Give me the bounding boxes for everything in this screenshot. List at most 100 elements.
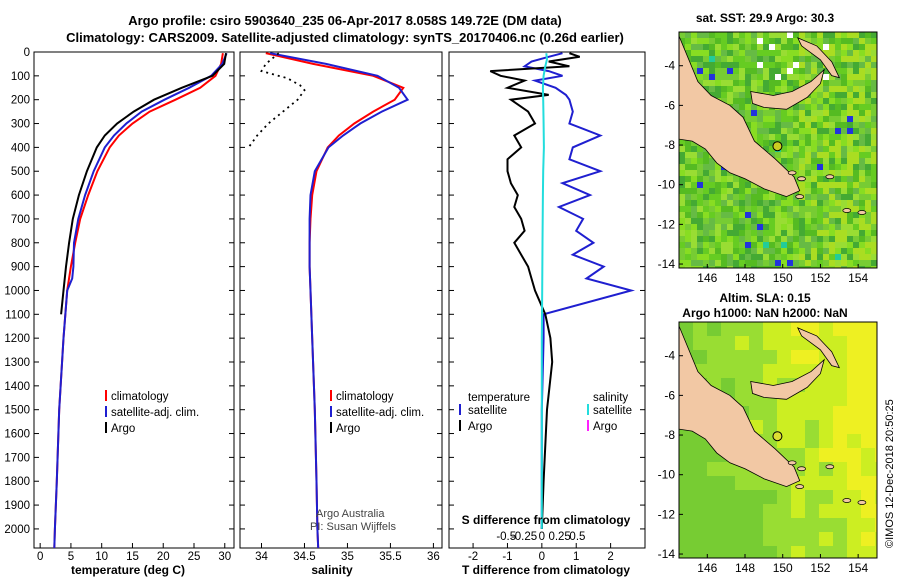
map-cell xyxy=(685,188,692,195)
map-cell xyxy=(735,336,750,351)
map-cell xyxy=(721,80,728,87)
map-cell xyxy=(847,230,854,237)
map-cell xyxy=(709,32,716,39)
map-cell xyxy=(835,230,842,237)
map-cell xyxy=(841,164,848,171)
series-line-satellite-adj-clim- xyxy=(269,52,410,549)
map-cell xyxy=(721,170,728,177)
map-cell xyxy=(733,32,740,39)
map-cell xyxy=(841,188,848,195)
map-cell xyxy=(763,206,770,213)
argo-australia-note: Argo Australia xyxy=(316,508,385,520)
depth-tick-label: 1000 xyxy=(4,285,30,297)
map-cell xyxy=(833,476,848,491)
map-cell xyxy=(745,254,752,261)
map-cell xyxy=(841,38,848,45)
map-cell xyxy=(793,146,800,153)
map-cell xyxy=(787,254,794,261)
island xyxy=(857,500,867,505)
map-cell xyxy=(859,110,866,117)
map-cell xyxy=(819,322,834,337)
x-tick-label: 35 xyxy=(341,551,354,563)
map-cell xyxy=(833,546,848,558)
map-cell xyxy=(777,406,792,421)
map-cell xyxy=(721,62,728,69)
map-cell xyxy=(875,448,877,463)
top-tick-label: -0.25 xyxy=(511,531,537,543)
map-cell xyxy=(799,248,806,255)
map-cell xyxy=(749,504,764,519)
imos-credit: ©IMOS 12-Dec-2018 20:50:25 xyxy=(884,399,896,548)
map-cell xyxy=(833,448,848,463)
island xyxy=(797,466,806,472)
map-cell xyxy=(829,242,836,249)
map-cell xyxy=(709,224,716,231)
map-cell xyxy=(871,194,877,201)
map-cell xyxy=(781,110,788,117)
map-cell xyxy=(847,392,862,407)
map-cell xyxy=(707,504,722,519)
map-cell xyxy=(865,92,872,99)
map-cell xyxy=(805,74,812,81)
map-cell xyxy=(685,230,692,237)
map-cell xyxy=(829,230,836,237)
map-cell xyxy=(775,122,782,129)
map-cell xyxy=(775,236,782,243)
map-cell xyxy=(763,230,770,237)
map-cell xyxy=(721,266,728,268)
map-cell xyxy=(865,170,872,177)
map-cell xyxy=(763,74,770,81)
map-x-tick-label: 152 xyxy=(810,271,830,285)
map-cell xyxy=(819,364,834,379)
map-cell xyxy=(781,68,788,75)
map-cell xyxy=(721,182,728,189)
map-cell xyxy=(811,242,818,249)
map-cell xyxy=(745,68,752,75)
depth-tick-label: 1300 xyxy=(4,357,30,369)
map-cell xyxy=(775,128,782,135)
map-cell xyxy=(829,260,836,267)
map-cell xyxy=(823,164,830,171)
map-cell xyxy=(805,50,812,57)
map-cell xyxy=(763,364,778,379)
map-cell xyxy=(793,176,800,183)
map-cell xyxy=(823,92,830,99)
map-cell xyxy=(715,212,722,219)
map-cell xyxy=(817,134,824,141)
depth-tick-label: 1900 xyxy=(4,500,30,512)
new-guinea-land xyxy=(679,35,801,198)
map-cell xyxy=(805,420,820,435)
map-cell xyxy=(841,242,848,249)
map-cell xyxy=(751,68,758,75)
map-cell xyxy=(703,230,710,237)
map-cell xyxy=(865,98,872,105)
map-cell xyxy=(703,206,710,213)
map-cell xyxy=(733,236,740,243)
map-cell xyxy=(823,122,830,129)
map-cell xyxy=(775,242,782,249)
map-cell xyxy=(819,406,834,421)
map-cell xyxy=(769,260,776,267)
map-cell xyxy=(679,200,686,207)
map-cell xyxy=(829,176,836,183)
map-cell xyxy=(847,104,854,111)
map-cell xyxy=(805,56,812,63)
map-cell xyxy=(763,140,770,147)
map-cell xyxy=(865,62,872,69)
map-cell xyxy=(875,476,877,491)
map-cell xyxy=(871,146,877,153)
map-cell xyxy=(715,38,722,45)
map-cell xyxy=(715,266,722,268)
map-cell xyxy=(679,32,686,39)
map-cell xyxy=(793,158,800,165)
map-cell xyxy=(791,434,806,449)
map-cell xyxy=(721,86,728,93)
sla-map-title-1: Altim. SLA: 0.15 xyxy=(719,291,811,305)
x-tick-label: 36 xyxy=(427,551,440,563)
map-cell xyxy=(745,206,752,213)
map-cell xyxy=(841,248,848,255)
map-cell xyxy=(805,98,812,105)
map-cell xyxy=(769,254,776,261)
map-cell xyxy=(739,218,746,225)
map-cell xyxy=(745,98,752,105)
